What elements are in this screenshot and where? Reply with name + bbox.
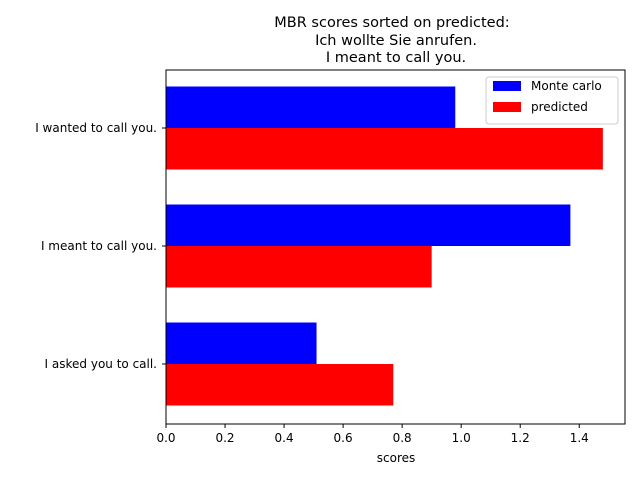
x-axis-label: scores: [377, 451, 416, 465]
y-tick-label: I wanted to call you.: [35, 121, 157, 135]
legend-swatch: [493, 81, 521, 91]
x-tick-label: 1.2: [511, 431, 530, 445]
bar-monte-carlo: [166, 204, 571, 246]
bar-monte-carlo: [166, 322, 317, 364]
x-tick-label: 0.6: [334, 431, 353, 445]
axes-group: 0.0 0.2 0.4 0.6 0.8 1.0 1.2 1.4 I wanted to call…: [35, 69, 626, 445]
y-tick-label: I asked you to call.: [45, 357, 157, 371]
chart-title-line-3: I meant to call you.: [326, 50, 466, 66]
x-tick-label: 0.0: [156, 431, 175, 445]
chart-title-line-1: MBR scores sorted on predicted:: [274, 15, 509, 31]
bars-group: [166, 86, 603, 406]
chart-title: MBR scores sorted on predicted: Ich woll…: [274, 15, 509, 66]
x-tick-label: 1.0: [452, 431, 471, 445]
bar-monte-carlo: [166, 86, 456, 128]
y-tick-label: I meant to call you.: [41, 239, 157, 253]
legend-swatch: [493, 102, 521, 112]
bar-predicted: [166, 128, 603, 170]
x-tick-label: 1.4: [570, 431, 589, 445]
x-tick-label: 0.8: [393, 431, 412, 445]
legend: Monte carlo predicted: [485, 76, 619, 125]
bar-predicted: [166, 364, 394, 406]
chart-title-line-2: Ich wollte Sie anrufen.: [315, 33, 477, 49]
x-tick-label: 0.2: [215, 431, 234, 445]
x-tick-label: 0.4: [275, 431, 294, 445]
plot-frame: [165, 69, 626, 425]
legend-label: Monte carlo: [531, 79, 602, 93]
legend-label: predicted: [531, 100, 588, 114]
bar-predicted: [166, 246, 432, 288]
